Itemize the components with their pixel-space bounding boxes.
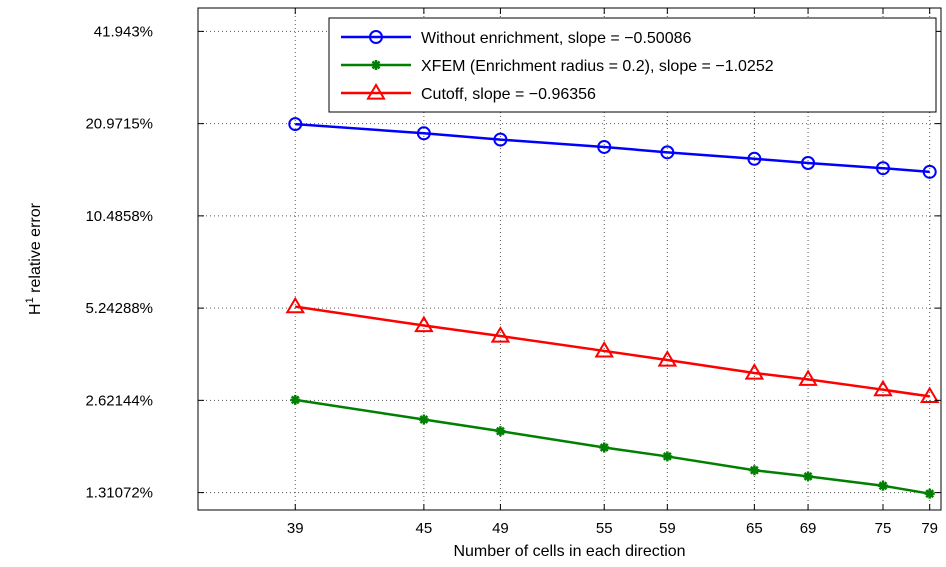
- series-2: [285, 296, 940, 404]
- asterisk-stroke: [925, 489, 935, 499]
- data-point-marker: [798, 369, 818, 386]
- data-point-marker: [747, 151, 762, 166]
- data-point-marker: [919, 386, 940, 404]
- x-tick-label: 65: [746, 520, 763, 537]
- data-point-marker: [744, 363, 765, 380]
- asterisk-stroke: [290, 395, 300, 405]
- y-axis-label: H1 relative error: [24, 202, 44, 315]
- asterisk-stroke: [599, 443, 609, 452]
- x-axis-label: Number of cells in each direction: [453, 543, 685, 560]
- x-tick-label: 45: [416, 520, 433, 537]
- y-axis-label-superscript: 1: [24, 297, 36, 303]
- tick-layer: 39 45 49 55 59 65 69 75 79 1.31072% 2.62144% 5.2428…: [85, 8, 941, 537]
- asterisk-stroke: [496, 426, 505, 436]
- asterisk-stroke: [419, 415, 429, 424]
- series-line: [295, 398, 930, 495]
- data-point-marker: [803, 471, 814, 482]
- plot-area-frame: [197, 7, 942, 511]
- x-tick-label: 69: [800, 520, 817, 537]
- data-point-marker: [660, 145, 675, 160]
- y-axis-label-rest: relative error: [27, 202, 44, 297]
- data-point-marker: [490, 326, 511, 343]
- series-line: [295, 305, 930, 398]
- data-point-marker: [290, 394, 301, 405]
- data-point-marker: [594, 340, 614, 358]
- data-point-marker: [922, 164, 937, 179]
- series-line: [295, 122, 930, 174]
- data-point-marker: [414, 315, 434, 333]
- y-tick-label: 1.31072%: [85, 485, 153, 502]
- data-point-marker: [285, 296, 306, 314]
- asterisk-stroke: [371, 60, 381, 70]
- data-point-marker: [749, 465, 760, 476]
- data-point-marker: [875, 161, 890, 176]
- x-tick-label: 59: [659, 520, 676, 537]
- asterisk-stroke: [878, 481, 888, 491]
- data-point-marker: [416, 126, 431, 141]
- data-point-marker: [288, 117, 303, 132]
- asterisk-stroke: [749, 465, 759, 475]
- series-layer: [285, 117, 940, 499]
- data-point-marker: [801, 156, 816, 171]
- x-tick-label: 79: [921, 520, 938, 537]
- legend-marker: [371, 60, 381, 70]
- data-point-marker: [877, 480, 888, 491]
- data-point-marker: [599, 442, 610, 453]
- data-point-marker: [657, 350, 678, 367]
- x-tick-label: 39: [287, 520, 304, 537]
- y-tick-label: 10.4858%: [85, 208, 153, 225]
- legend-marker: [369, 30, 383, 44]
- series-1: [290, 394, 935, 499]
- legend-entry-label: Cutoff, slope = −0.96356: [421, 86, 596, 103]
- data-point-marker: [873, 379, 893, 397]
- y-axis-label-main: H: [27, 303, 44, 315]
- legend-entry-label: Without enrichment, slope = −0.50086: [421, 30, 691, 47]
- x-tick-label: 55: [596, 520, 613, 537]
- data-point-marker: [418, 414, 429, 425]
- series-0: [288, 117, 937, 179]
- asterisk-stroke: [662, 452, 672, 461]
- x-tick-label: 75: [875, 520, 892, 537]
- y-tick-label: 2.62144%: [85, 392, 153, 409]
- data-point-marker: [924, 488, 935, 499]
- y-tick-label: 41.943%: [94, 23, 153, 40]
- data-point-marker: [493, 132, 508, 147]
- x-tick-label: 49: [492, 520, 509, 537]
- legend-box: [328, 17, 937, 113]
- y-tick-label: 5.24288%: [85, 300, 153, 317]
- data-point-marker: [597, 139, 612, 154]
- data-point-marker: [662, 451, 673, 462]
- legend-entry-label: XFEM (Enrichment radius = 0.2), slope = …: [421, 58, 774, 75]
- data-point-marker: [495, 426, 506, 437]
- y-tick-label: 20.9715%: [85, 116, 153, 133]
- legend: Without enrichment, slope = −0.50086 XFEM…: [328, 17, 937, 113]
- asterisk-stroke: [803, 472, 813, 481]
- legend-marker: [366, 83, 386, 100]
